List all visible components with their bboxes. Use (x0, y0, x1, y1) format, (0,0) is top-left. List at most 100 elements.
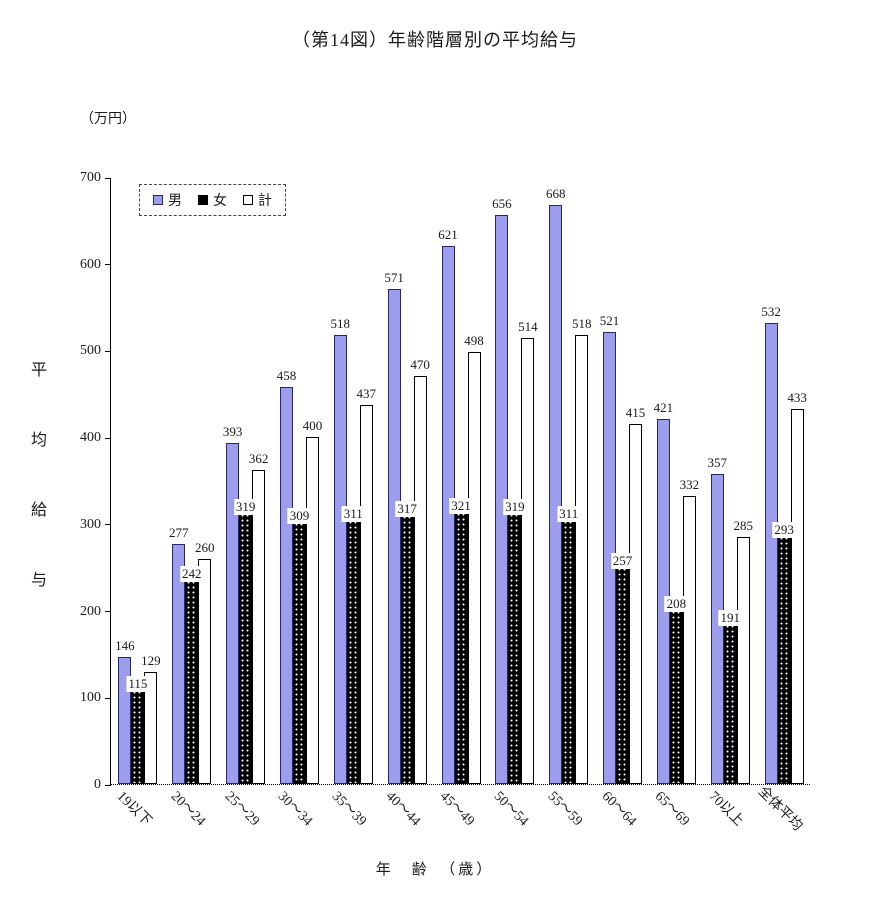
female-value-label: 311 (557, 506, 581, 523)
total-swatch-icon (243, 195, 253, 205)
x-category-label: 70以上 (705, 788, 747, 830)
female-value-label: 242 (180, 566, 204, 583)
x-category-label: 65～69 (652, 788, 693, 830)
bar-total (736, 536, 750, 784)
male-value-label: 146 (115, 638, 135, 654)
bar-total (305, 437, 319, 784)
bar-female (185, 574, 199, 784)
x-category-label: 全体平均 (754, 784, 806, 835)
bar-male (226, 443, 240, 784)
bar-total (198, 558, 212, 784)
bar-female (562, 514, 576, 784)
total-value-label: 400 (302, 418, 323, 434)
bar-female (346, 514, 360, 784)
bar-male (172, 543, 186, 784)
male-swatch-icon (153, 195, 163, 205)
y-tick-mark (105, 784, 111, 786)
total-value-label: 285 (733, 517, 753, 533)
bar-male (549, 204, 563, 784)
total-value-label: 260 (195, 539, 215, 555)
x-category-label: 25～29 (221, 788, 262, 830)
legend-item-total: 計 (243, 190, 272, 210)
male-value-label: 571 (384, 269, 404, 285)
male-value-label: 532 (761, 303, 781, 319)
y-tick-mark (105, 611, 111, 613)
total-value-label: 362 (248, 451, 269, 467)
male-value-label: 656 (492, 196, 512, 212)
bar-male (387, 288, 401, 784)
female-value-label: 293 (772, 521, 796, 538)
y-axis-title-char: 与 (30, 572, 47, 589)
x-category-label: 30～34 (275, 788, 316, 830)
y-axis-title-char: 均 (30, 432, 47, 449)
bar-female (131, 684, 145, 784)
male-value-label: 621 (438, 226, 458, 242)
y-tick-label: 600 (80, 256, 101, 272)
y-axis-unit-label: （万円） (80, 112, 136, 127)
male-value-label: 458 (276, 367, 297, 383)
female-value-label: 191 (718, 610, 742, 627)
male-value-label: 357 (707, 455, 727, 471)
legend: 男 女 計 (139, 184, 286, 216)
total-value-label: 332 (679, 477, 700, 493)
bar-total (575, 334, 589, 784)
female-swatch-icon (198, 195, 208, 205)
bar-male (710, 474, 724, 784)
x-category-label: 45～49 (436, 788, 478, 830)
chart-title: （第14図）年齢階層別の平均給与 (292, 30, 578, 50)
y-tick-label: 300 (80, 516, 101, 532)
total-value-label: 415 (625, 405, 646, 421)
total-value-label: 498 (464, 333, 484, 349)
male-value-label: 277 (169, 524, 189, 540)
female-value-label: 317 (395, 501, 419, 518)
total-value-label: 514 (518, 319, 538, 335)
legend-male-label: 男 (168, 194, 182, 209)
x-category-label: 50～54 (490, 788, 531, 830)
y-tick-mark (105, 177, 111, 179)
bar-female (292, 516, 306, 784)
bar-female (777, 529, 791, 784)
female-value-label: 319 (233, 499, 258, 516)
x-category-label: 35～39 (329, 788, 370, 830)
total-value-label: 518 (571, 315, 592, 331)
y-axis-title-char: 給 (30, 502, 47, 519)
legend-item-male: 男 (153, 190, 182, 210)
y-tick-mark (105, 524, 111, 526)
y-tick-label: 700 (80, 170, 101, 185)
y-tick-label: 200 (80, 603, 101, 619)
bar-total (629, 424, 643, 784)
female-value-label: 319 (503, 499, 527, 516)
bar-female (723, 618, 737, 784)
bar-female (454, 505, 468, 784)
male-value-label: 421 (653, 399, 674, 415)
female-value-label: 311 (341, 506, 365, 523)
y-tick-label: 0 (94, 777, 101, 792)
y-axis-title: 平 均 給 与 (28, 356, 50, 590)
bar-total (359, 405, 373, 784)
x-category-label: 19以下 (113, 788, 154, 830)
bar-male (333, 334, 347, 784)
bar-total (521, 338, 535, 784)
x-axis-title: 年 齢 （歳） (375, 862, 495, 878)
female-value-label: 208 (664, 595, 689, 612)
total-value-label: 470 (410, 357, 430, 373)
bar-male (764, 322, 778, 784)
bar-male (279, 386, 293, 784)
bar-male (441, 245, 455, 784)
x-category-label: 60～64 (598, 788, 639, 830)
bar-female (239, 507, 253, 784)
y-tick-mark (105, 350, 111, 352)
total-value-label: 437 (356, 386, 377, 402)
male-value-label: 393 (222, 424, 243, 440)
y-tick-mark (105, 264, 111, 266)
y-tick-mark (105, 437, 111, 439)
bar-total (413, 376, 427, 784)
female-value-label: 309 (287, 508, 312, 525)
male-value-label: 521 (599, 313, 620, 329)
bar-total (144, 672, 158, 784)
legend-item-female: 女 (198, 190, 227, 210)
total-value-label: 129 (141, 653, 161, 669)
bar-total (790, 408, 804, 784)
x-category-label: 55～59 (544, 788, 585, 830)
